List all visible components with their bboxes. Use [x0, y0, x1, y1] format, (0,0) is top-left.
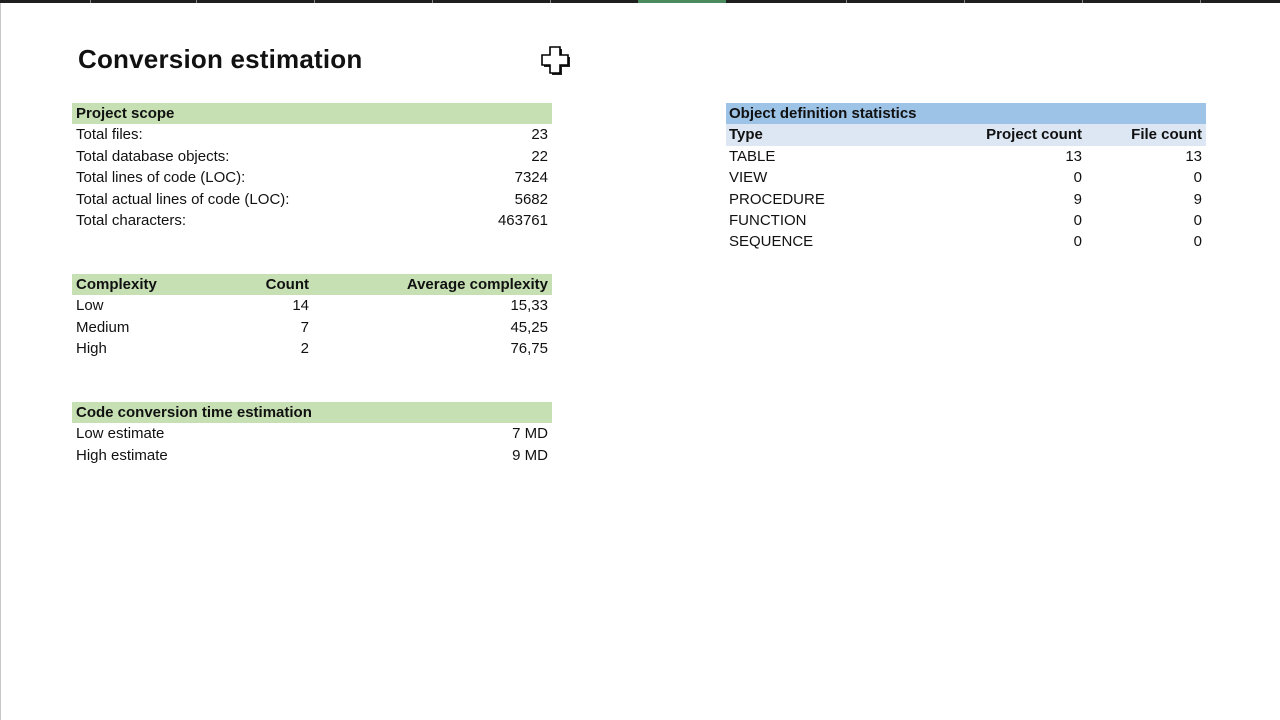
column-divider — [196, 0, 197, 3]
complexity-level: Medium — [76, 318, 130, 336]
column-header: Type — [729, 126, 763, 144]
project-count: 9 — [1073, 190, 1082, 208]
object-type: FUNCTION — [729, 211, 807, 229]
table-row[interactable]: Low 14 15,33 — [72, 295, 552, 316]
table-row[interactable]: Total files: 23 — [72, 124, 552, 145]
row-label: Low estimate — [76, 425, 165, 443]
row-value: 7 MD — [512, 425, 548, 443]
table-row[interactable]: Total characters: 463761 — [72, 210, 552, 231]
table-row[interactable]: VIEW 0 0 — [726, 167, 1206, 188]
row-label: Total characters: — [76, 211, 187, 229]
object-type: SEQUENCE — [729, 233, 814, 251]
file-count: 0 — [1193, 211, 1202, 229]
complexity-average: 15,33 — [510, 297, 548, 315]
row-value: 9 MD — [512, 446, 548, 464]
column-divider — [1200, 0, 1201, 3]
table-row[interactable]: Total database objects: 22 — [72, 146, 552, 167]
complexity-average: 45,25 — [510, 318, 548, 336]
object-type: PROCEDURE — [729, 190, 825, 208]
selected-column-indicator — [638, 0, 726, 3]
row-label: Total database objects: — [76, 147, 230, 165]
table-row[interactable]: High estimate 9 MD — [72, 445, 552, 466]
column-divider — [1082, 0, 1083, 3]
column-header: Average complexity — [406, 276, 548, 293]
row-value: 7324 — [514, 169, 548, 187]
table-row[interactable]: SEQUENCE 0 0 — [726, 231, 1206, 252]
file-count: 0 — [1193, 233, 1202, 251]
project-scope-header[interactable]: Project scope — [72, 103, 552, 125]
table-row[interactable]: High 2 76,75 — [72, 338, 552, 359]
complexity-level: Low — [76, 297, 104, 315]
column-header: Count — [265, 276, 309, 293]
object-type: VIEW — [729, 169, 768, 187]
complexity-count: 7 — [300, 318, 309, 336]
column-divider — [846, 0, 847, 3]
row-label: Total files: — [76, 126, 143, 144]
complexity-count: 14 — [292, 297, 309, 315]
table-row[interactable]: PROCEDURE 9 9 — [726, 189, 1206, 210]
complexity-header-row[interactable]: Complexity Count Average complexity — [72, 274, 552, 296]
table-row[interactable]: Total lines of code (LOC): 7324 — [72, 167, 552, 188]
table-row[interactable]: TABLE 13 13 — [726, 146, 1206, 167]
cell-select-cross-icon — [541, 46, 570, 75]
table-row[interactable]: Total actual lines of code (LOC): 5682 — [72, 189, 552, 210]
section-title: Code conversion time estimation — [76, 404, 312, 421]
project-scope-table: Project scope Total files: 23 Total data… — [72, 103, 552, 231]
conversion-time-table: Code conversion time estimation Low esti… — [72, 402, 552, 466]
complexity-count: 2 — [300, 340, 309, 358]
file-count: 0 — [1193, 169, 1202, 187]
object-type: TABLE — [729, 147, 776, 165]
column-header: File count — [1131, 126, 1202, 144]
row-value: 22 — [531, 147, 548, 165]
row-value: 23 — [531, 126, 548, 144]
row-value: 463761 — [497, 211, 548, 229]
object-stats-header[interactable]: Object definition statistics — [726, 103, 1206, 125]
project-count: 0 — [1073, 233, 1082, 251]
column-divider — [432, 0, 433, 3]
column-divider — [90, 0, 91, 3]
project-count: 13 — [1065, 147, 1082, 165]
row-header-edge — [0, 3, 1, 720]
row-label: Total lines of code (LOC): — [76, 169, 246, 187]
column-divider — [550, 0, 551, 3]
object-definition-statistics-table: Object definition statistics Type Projec… — [726, 103, 1206, 253]
complexity-level: High — [76, 340, 107, 358]
complexity-average: 76,75 — [510, 340, 548, 358]
conversion-time-header[interactable]: Code conversion time estimation — [72, 402, 552, 424]
project-count: 0 — [1073, 169, 1082, 187]
column-header-strip — [0, 0, 1280, 3]
column-header: Project count — [986, 126, 1082, 144]
section-title: Object definition statistics — [729, 105, 917, 122]
table-row[interactable]: Medium 7 45,25 — [72, 317, 552, 338]
complexity-table: Complexity Count Average complexity Low … — [72, 274, 552, 360]
column-header: Complexity — [76, 276, 157, 293]
table-row[interactable]: Low estimate 7 MD — [72, 423, 552, 444]
table-row[interactable]: FUNCTION 0 0 — [726, 210, 1206, 231]
column-divider — [314, 0, 315, 3]
object-stats-column-headers[interactable]: Type Project count File count — [726, 124, 1206, 146]
column-divider — [964, 0, 965, 3]
row-label: High estimate — [76, 446, 168, 464]
page-title: Conversion estimation — [78, 44, 363, 74]
project-count: 0 — [1073, 211, 1082, 229]
row-label: Total actual lines of code (LOC): — [76, 190, 290, 208]
row-value: 5682 — [514, 190, 548, 208]
file-count: 9 — [1193, 190, 1202, 208]
section-title: Project scope — [76, 105, 175, 122]
file-count: 13 — [1185, 147, 1202, 165]
